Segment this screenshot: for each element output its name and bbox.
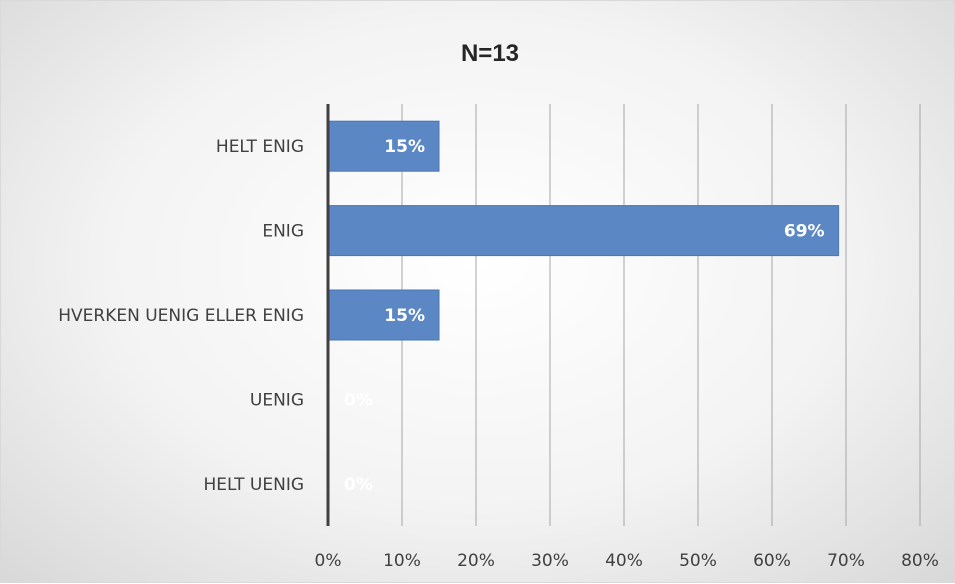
x-tick-label: 50% [679,551,717,571]
x-tick-label: 70% [827,551,865,571]
x-tick-label: 40% [605,551,643,571]
data-label: 0% [344,475,373,495]
bars [327,120,840,341]
chart-title: N=13 [461,40,519,67]
x-tick-label: 10% [383,551,421,571]
bar [327,289,440,341]
category-label: HELT UENIG [203,475,304,495]
x-tick-label: 30% [531,551,569,571]
x-tick-label: 20% [457,551,495,571]
category-label: HVERKEN UENIG ELLER ENIG [58,306,304,326]
x-tick-label: 60% [753,551,791,571]
x-axis-tick-labels: 0% 10% 20% 30% 40% 50% 60% 70% 80% [315,551,939,571]
data-label: 15% [384,306,425,326]
data-label: 15% [384,137,425,157]
x-tick-label: 80% [901,551,939,571]
category-label: ENIG [262,222,304,242]
data-labels: 15% 69% 15% 0% 0% [344,137,825,495]
category-labels: HELT ENIG ENIG HVERKEN UENIG ELLER ENIG UEN… [58,137,304,495]
grid-lines [401,104,921,526]
data-label: 0% [344,390,373,410]
category-label: UENIG [250,390,304,410]
category-label: HELT ENIG [216,137,304,157]
data-label: 69% [784,222,825,242]
bar [327,205,840,257]
x-tick-label: 0% [315,551,342,571]
